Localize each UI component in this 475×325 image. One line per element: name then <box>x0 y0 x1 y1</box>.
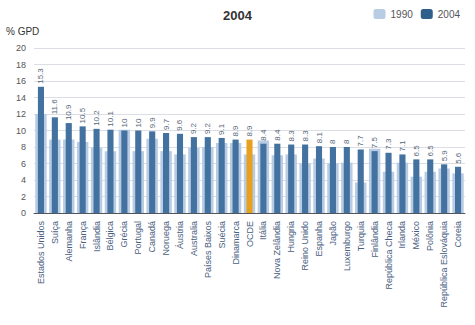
svg-text:12: 12 <box>16 109 26 119</box>
svg-text:5.9: 5.9 <box>440 150 449 162</box>
svg-text:8.3: 8.3 <box>287 130 296 142</box>
svg-text:10: 10 <box>134 118 143 127</box>
svg-text:Bélgica: Bélgica <box>105 221 115 251</box>
svg-text:8: 8 <box>342 139 351 144</box>
svg-text:9.2: 9.2 <box>203 122 212 134</box>
svg-text:Nova Zelândia: Nova Zelândia <box>272 221 282 279</box>
svg-text:México: México <box>411 221 421 250</box>
svg-text:Dinamarca: Dinamarca <box>231 221 241 265</box>
svg-text:1990: 1990 <box>391 9 414 20</box>
svg-text:9.2: 9.2 <box>189 122 198 134</box>
svg-text:14: 14 <box>16 93 26 103</box>
svg-text:10.1: 10.1 <box>106 111 115 127</box>
svg-text:7.7: 7.7 <box>356 135 365 147</box>
svg-text:7.1: 7.1 <box>398 140 407 152</box>
svg-text:16: 16 <box>16 76 26 86</box>
svg-text:França: França <box>78 221 88 249</box>
svg-text:9.7: 9.7 <box>162 118 171 130</box>
svg-text:6.5: 6.5 <box>426 145 435 157</box>
svg-text:8: 8 <box>328 139 337 144</box>
svg-text:7.5: 7.5 <box>370 136 379 148</box>
svg-text:8.4: 8.4 <box>259 129 268 141</box>
svg-text:Suécia: Suécia <box>217 221 227 249</box>
svg-text:10.5: 10.5 <box>78 107 87 123</box>
svg-text:2004: 2004 <box>223 8 253 23</box>
svg-text:8.9: 8.9 <box>245 125 254 137</box>
svg-text:9.6: 9.6 <box>175 119 184 131</box>
svg-text:8.4: 8.4 <box>273 129 282 141</box>
svg-text:8.9: 8.9 <box>231 125 240 137</box>
svg-text:Islândia: Islândia <box>92 221 102 252</box>
svg-text:10: 10 <box>120 118 129 127</box>
svg-text:OCDE: OCDE <box>245 221 255 247</box>
svg-text:2004: 2004 <box>438 9 461 20</box>
svg-text:Suíça: Suíça <box>50 221 60 244</box>
svg-text:8.3: 8.3 <box>301 130 310 142</box>
svg-text:Australia: Australia <box>189 221 199 256</box>
svg-text:República Checa: República Checa <box>384 221 394 290</box>
svg-text:20: 20 <box>16 43 26 53</box>
svg-text:4: 4 <box>21 175 26 185</box>
svg-text:Finlândia: Finlândia <box>370 221 380 258</box>
svg-text:9.1: 9.1 <box>217 123 226 135</box>
svg-text:15.3: 15.3 <box>36 68 45 84</box>
svg-text:% GPD: % GPD <box>6 26 39 37</box>
svg-text:Alemanha: Alemanha <box>64 221 74 262</box>
svg-text:7.3: 7.3 <box>384 138 393 150</box>
svg-text:11.6: 11.6 <box>50 99 59 115</box>
svg-text:Polônia: Polônia <box>425 221 435 251</box>
svg-text:Portugal: Portugal <box>133 221 143 255</box>
svg-text:5.6: 5.6 <box>454 152 463 164</box>
svg-text:Turquia: Turquia <box>356 221 366 251</box>
svg-text:Japão: Japão <box>328 221 338 246</box>
svg-text:10: 10 <box>16 126 26 136</box>
svg-text:10.9: 10.9 <box>64 104 73 120</box>
svg-text:Luxemburgo: Luxemburgo <box>342 221 352 271</box>
svg-text:2: 2 <box>21 192 26 202</box>
svg-text:Irlanda: Irlanda <box>397 221 407 249</box>
svg-text:Espanha: Espanha <box>314 221 324 257</box>
svg-text:8.1: 8.1 <box>315 132 324 144</box>
svg-text:0: 0 <box>21 208 26 218</box>
svg-text:Canadá: Canadá <box>147 221 157 253</box>
svg-text:9.9: 9.9 <box>148 117 157 129</box>
svg-text:Itália: Itália <box>258 221 268 240</box>
svg-text:Reino Unido: Reino Unido <box>300 221 310 271</box>
svg-text:6: 6 <box>21 159 26 169</box>
svg-text:Estados Unidos: Estados Unidos <box>36 221 46 285</box>
svg-text:10.2: 10.2 <box>92 110 101 126</box>
svg-text:Grécia: Grécia <box>119 221 129 248</box>
svg-text:Áustria: Áustria <box>175 221 185 249</box>
svg-text:Países Baixos: Países Baixos <box>203 221 213 279</box>
svg-text:República Eslováquia: República Eslováquia <box>439 221 449 308</box>
svg-text:8: 8 <box>21 142 26 152</box>
svg-text:Hungria: Hungria <box>286 221 296 253</box>
svg-text:Coreia: Coreia <box>453 221 463 248</box>
svg-text:Noruega: Noruega <box>161 221 171 256</box>
svg-text:6.5: 6.5 <box>412 145 421 157</box>
svg-text:18: 18 <box>16 60 26 70</box>
